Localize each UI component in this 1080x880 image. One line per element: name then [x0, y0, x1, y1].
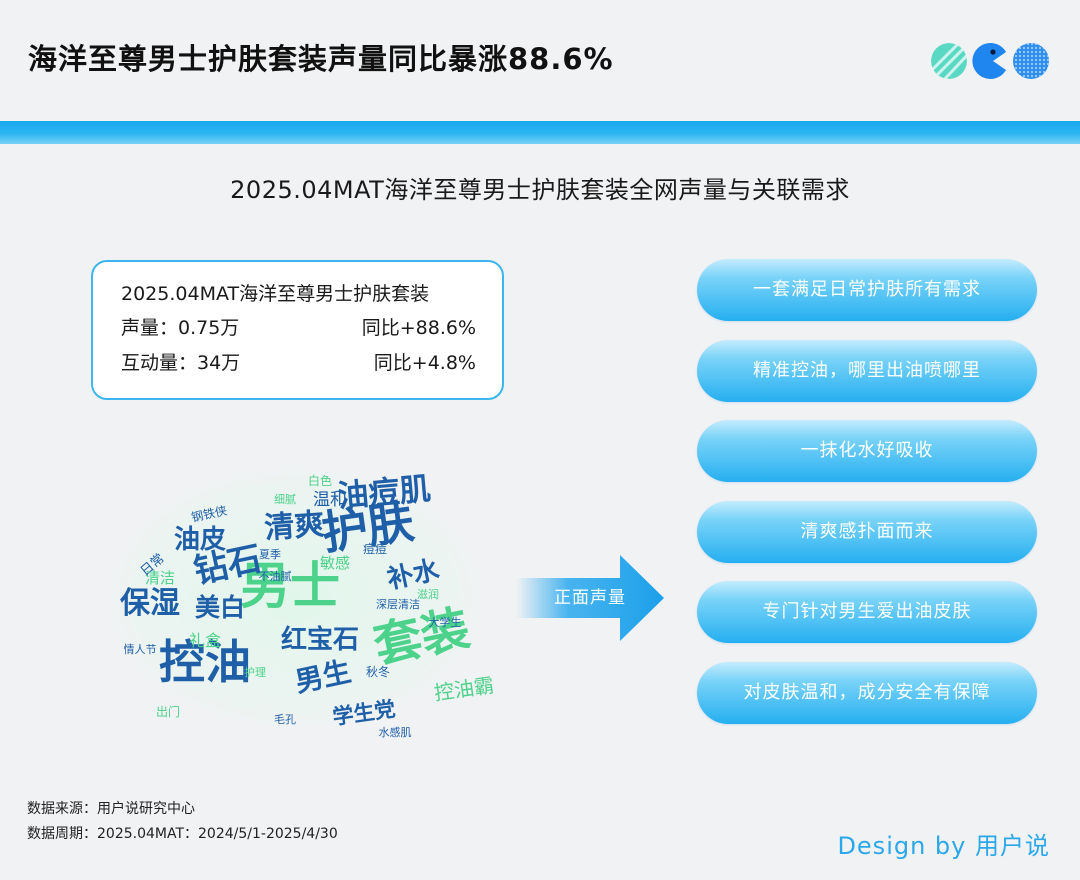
- need-item: 清爽感扑面而来: [697, 500, 1037, 563]
- cloud-word: 控油: [159, 635, 251, 689]
- cloud-word: 护肤: [318, 494, 417, 560]
- data-period: 数据周期：2025.04MAT：2024/5/1-2025/4/30: [27, 826, 338, 842]
- stats-row-interaction: 互动量：34万 同比+4.8%: [121, 346, 476, 381]
- cloud-word: 油皮: [174, 525, 226, 555]
- stats-row-volume: 声量：0.75万 同比+88.6%: [121, 311, 476, 346]
- cloud-word: 秋冬: [366, 664, 390, 679]
- volume-change: 同比+88.6%: [361, 317, 476, 339]
- cloud-word: 温和: [313, 490, 347, 510]
- need-item: 精准控油，哪里出油喷哪里: [697, 339, 1037, 402]
- cloud-word: 保湿: [120, 586, 180, 621]
- cloud-word: 美白: [195, 593, 245, 622]
- cloud-word: 不油腻: [259, 569, 292, 583]
- footer: 数据来源：用户说研究中心 数据周期：2025.04MAT：2024/5/1-20…: [27, 797, 338, 847]
- arrow-shape: [516, 555, 664, 641]
- section-title: 2025.04MAT海洋至尊男士护肤套装全网声量与关联需求: [230, 176, 850, 204]
- cloud-word: 清洁: [145, 569, 175, 587]
- needs-list: 一套满足日常护肤所有需求 精准控油，哪里出油喷哪里 一抹化水好吸收 清爽感扑面而…: [697, 259, 1037, 742]
- cloud-word: 红宝石: [281, 624, 359, 655]
- cloud-word: 男士: [240, 557, 340, 615]
- data-source: 数据来源：用户说研究中心: [27, 801, 195, 817]
- need-item: 一抹化水好吸收: [697, 420, 1037, 482]
- design-credit: Design by 用户说: [837, 832, 1050, 860]
- arrow-label: 正面声量: [554, 588, 626, 608]
- cloud-word: 清爽: [263, 507, 325, 546]
- brand-logo: [931, 42, 1049, 79]
- cloud-word: 情人节: [124, 643, 157, 656]
- cloud-word: 夏季: [259, 548, 281, 561]
- need-item: 专门针对男生爱出油皮肤: [697, 581, 1037, 643]
- cloud-word: 深层清洁: [376, 598, 420, 611]
- cloud-word: 出门: [156, 704, 180, 719]
- cloud-word: 滋润: [417, 587, 439, 601]
- cloud-word: 大学生: [429, 615, 462, 629]
- cloud-word: 痘痘: [363, 541, 387, 556]
- cloud-word: 毛孔: [274, 713, 296, 726]
- header-band: [0, 121, 1080, 144]
- need-item: 一套满足日常护肤所有需求: [697, 259, 1037, 321]
- stats-card: 2025.04MAT海洋至尊男士护肤套装 声量：0.75万 同比+88.6% 互…: [91, 260, 504, 400]
- cloud-word: 油痘肌: [336, 471, 432, 515]
- cloud-word: 白色: [308, 473, 332, 488]
- volume-label: 声量：0.75万: [121, 317, 240, 339]
- page-title: 海洋至尊男士护肤套装声量同比暴涨88.6%: [28, 42, 614, 76]
- interaction-change: 同比+4.8%: [373, 352, 476, 374]
- cloud-word: 细腻: [274, 493, 296, 506]
- cloud-word: 水感肌: [379, 726, 412, 739]
- interaction-label: 互动量：34万: [121, 352, 241, 374]
- need-item: 对皮肤温和，成分安全有保障: [697, 661, 1037, 724]
- cloud-word: 敏感: [320, 554, 350, 572]
- stats-title: 2025.04MAT海洋至尊男士护肤套装: [121, 283, 430, 305]
- cloud-word: 礼盒: [189, 631, 221, 650]
- cloud-word: 护理: [244, 665, 266, 679]
